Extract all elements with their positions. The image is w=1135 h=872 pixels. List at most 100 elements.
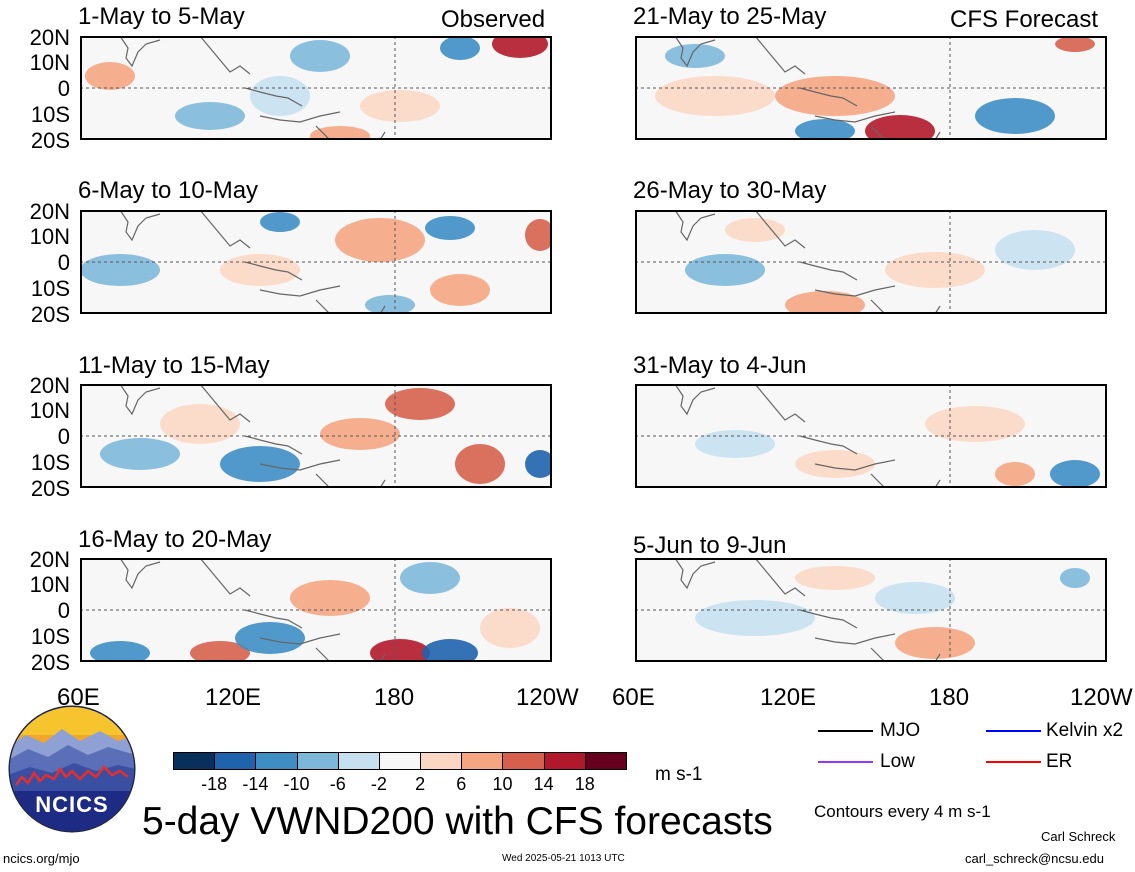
y-tick-label: 20N: [29, 373, 70, 398]
anomaly-blob: [795, 450, 875, 478]
anomaly-map: [80, 558, 552, 662]
anomaly-blob: [190, 641, 250, 662]
anomaly-map: [635, 558, 1107, 662]
legend-line-mjo: [818, 730, 873, 732]
anomaly-blob: [235, 622, 305, 654]
x-tick-label: 120E: [760, 684, 817, 711]
anomaly-blob: [430, 274, 490, 306]
legend-label-low: Low: [880, 751, 915, 772]
x-tick-label: 120W: [516, 684, 579, 711]
anomaly-map: [635, 210, 1107, 314]
panel-title-right-1: 21-May to 25-May: [633, 3, 827, 30]
anomaly-blob: [1050, 460, 1100, 488]
observed-label: Observed: [441, 6, 546, 33]
colorbar-swatch: [337, 752, 380, 770]
map-panel-right-2: [635, 210, 1107, 314]
footer-email: carl_schreck@ncsu.edu: [965, 851, 1104, 866]
map-panel-right-4: [635, 558, 1107, 662]
anomaly-blob: [865, 115, 935, 140]
contours-note: Contours every 4 m s-1: [814, 802, 991, 821]
panel-title-left-4: 16-May to 20-May: [78, 526, 272, 553]
legend-line-kelvin: [986, 730, 1041, 732]
colorbar-tick-label: -18: [201, 774, 228, 794]
legend-line-er: [986, 761, 1041, 763]
y-tick-label: 10N: [29, 572, 70, 597]
anomaly-blob: [422, 639, 478, 662]
map-panel-right-3: [635, 384, 1107, 488]
anomaly-blob: [795, 566, 875, 590]
anomaly-blob: [310, 126, 370, 140]
anomaly-blob: [480, 608, 540, 648]
legend-label-mjo: MJO: [880, 720, 921, 741]
map-panel-left-3: [80, 384, 552, 488]
anomaly-blob: [492, 36, 548, 58]
y-tick-label: 0: [57, 424, 70, 449]
legend-line-low: [818, 761, 873, 763]
colorbar: -18 -14 -10 -6 -2 2 6 10 14 18: [173, 752, 627, 794]
colorbar-swatch: [461, 752, 504, 770]
x-tick-label: 60E: [612, 684, 655, 711]
anomaly-blob: [1055, 36, 1095, 52]
coastline: [119, 384, 386, 488]
ncics-logo: NCICS: [8, 705, 136, 833]
panel-title-right-4: 5-Jun to 9-Jun: [633, 532, 787, 559]
y-tick-label: 10S: [30, 624, 70, 649]
y-tick-label: 10S: [30, 102, 70, 127]
colorbar-swatch: [378, 752, 422, 770]
footer-url: ncics.org/mjo: [3, 851, 80, 866]
colorbar-tick-label: 6: [456, 774, 467, 794]
colorbar-swatch: [584, 752, 627, 770]
panel-title-left-1: 1-May to 5-May: [78, 3, 245, 30]
anomaly-map: [80, 384, 552, 488]
anomaly-blob: [160, 404, 240, 444]
colorbar-tick-label: 2: [415, 774, 426, 794]
map-frame: [80, 558, 552, 662]
colorbar-swatch: [255, 752, 298, 770]
anomaly-map: [635, 36, 1107, 140]
colorbar-tick-label: 18: [574, 774, 595, 794]
colorbar-swatch: [214, 752, 257, 770]
y-tick-label: 10S: [30, 450, 70, 475]
panel-title-right-2: 26-May to 30-May: [633, 177, 827, 204]
y-tick-label: 0: [57, 598, 70, 623]
anomaly-blob: [335, 218, 425, 262]
anomaly-blob: [695, 600, 815, 636]
anomaly-blob: [260, 212, 300, 232]
anomaly-blob: [685, 254, 765, 286]
anomaly-blob: [875, 582, 955, 614]
map-frame: [635, 384, 1107, 488]
legend-label-er: ER: [1046, 751, 1073, 772]
anomaly-blob: [90, 641, 150, 662]
map-frame: [80, 384, 552, 488]
legend-label-kelvin: Kelvin x2: [1046, 720, 1124, 741]
anomaly-blob: [220, 254, 300, 286]
coastline: [119, 210, 386, 314]
anomaly-blob: [795, 119, 855, 140]
anomaly-blob: [440, 36, 480, 60]
colorbar-tick-label: -14: [242, 774, 269, 794]
x-tick-label: 180: [929, 684, 970, 711]
anomaly-blob: [400, 562, 460, 594]
y-tick-label: 20N: [29, 25, 70, 50]
anomaly-map: [80, 210, 552, 314]
colorbar-tick-label: -2: [370, 774, 387, 794]
coastline: [674, 210, 941, 314]
anomaly-blob: [360, 90, 440, 122]
anomaly-blob: [425, 216, 475, 240]
y-tick-label: 10N: [29, 50, 70, 75]
map-frame: [635, 210, 1107, 314]
anomaly-blob: [995, 230, 1075, 270]
anomaly-blob: [525, 219, 552, 251]
y-tick-label: 10N: [29, 224, 70, 249]
coastline: [674, 36, 941, 140]
anomaly-blob: [455, 444, 505, 484]
colorbar-units: m s-1: [655, 764, 703, 785]
y-tick-label: 0: [57, 250, 70, 275]
map-panel-left-2: [80, 210, 552, 314]
colorbar-tick-label: -6: [329, 774, 346, 794]
anomaly-blob: [725, 218, 785, 242]
anomaly-blob: [365, 295, 415, 314]
map-frame: [635, 36, 1107, 140]
anomaly-blob: [695, 430, 775, 458]
anomaly-blob: [290, 40, 350, 72]
